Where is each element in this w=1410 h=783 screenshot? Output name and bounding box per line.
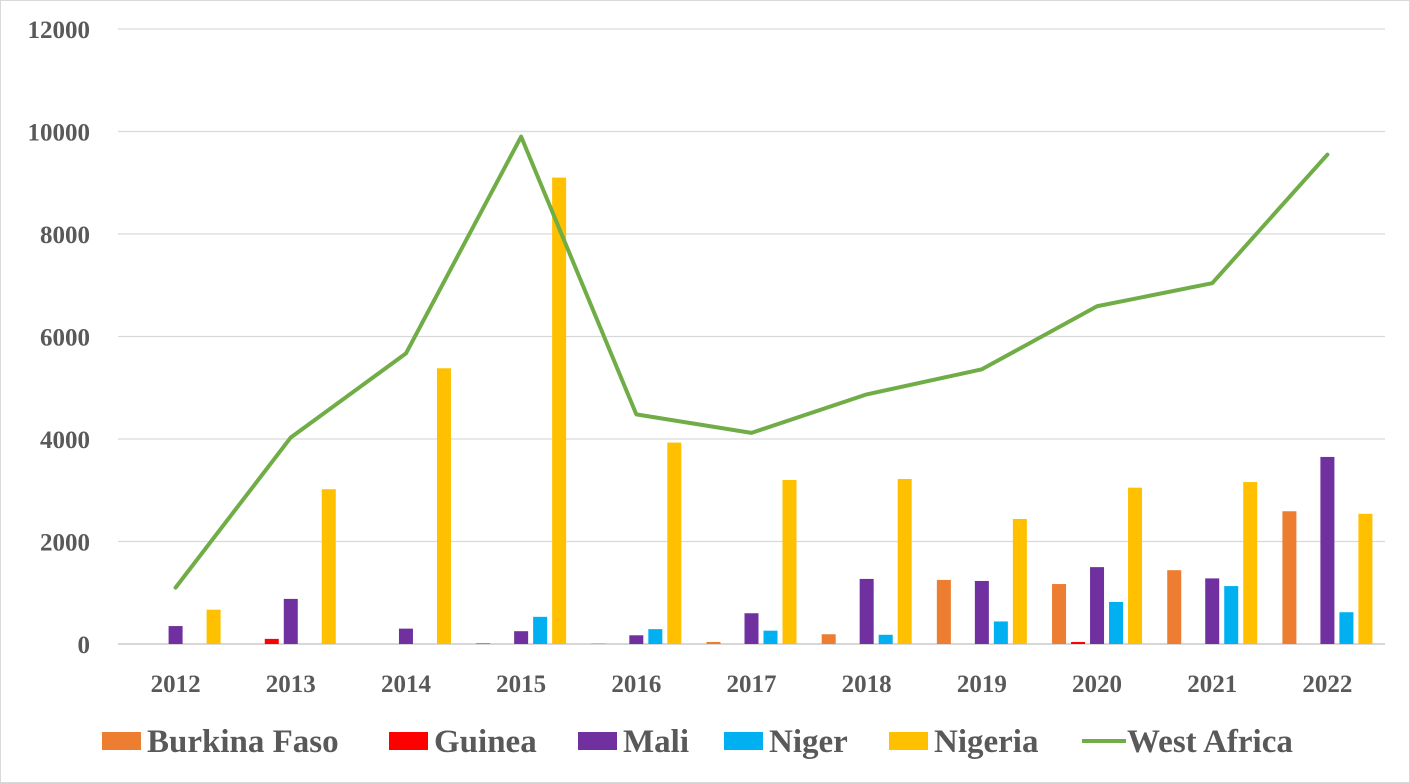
y-tick-label: 4000	[40, 427, 90, 454]
bar-nigeria-2021	[1243, 482, 1258, 644]
bar-burkina-faso-2017	[706, 641, 721, 644]
bar-nigeria-2022	[1358, 513, 1373, 644]
legend-label-nigeria: Nigeria	[934, 724, 1038, 760]
bar-niger-2015	[533, 616, 548, 644]
y-tick-label: 8000	[40, 222, 90, 249]
bar-niger-2016	[648, 629, 663, 644]
bar-mali-2014	[398, 628, 413, 644]
legend-swatch-guinea	[389, 732, 428, 750]
legend-label-niger: Niger	[769, 724, 848, 760]
y-tick-label: 2000	[40, 530, 90, 557]
x-tick-label: 2018	[842, 671, 892, 698]
legend-swatch-burkina-faso	[102, 732, 141, 750]
bar-niger-2018	[878, 634, 893, 644]
y-tick-label: 12000	[28, 17, 91, 44]
y-tick-label: 10000	[28, 120, 91, 147]
bar-guinea-2020	[1071, 641, 1086, 644]
bar-nigeria-2015	[552, 177, 567, 644]
legend-label-mali: Mali	[623, 724, 689, 760]
legend-swatch-niger	[724, 732, 763, 750]
bar-mali-2019	[974, 580, 989, 644]
bars	[168, 177, 1373, 644]
bar-burkina-faso-2021	[1167, 570, 1182, 644]
bar-niger-2019	[993, 621, 1008, 644]
bar-nigeria-2017	[782, 480, 797, 644]
y-tick-label: 0	[78, 632, 91, 659]
west-africa-line	[173, 134, 1330, 590]
bar-mali-2013	[283, 598, 298, 644]
bar-mali-2020	[1090, 567, 1105, 644]
grid-lines	[118, 28, 1385, 645]
x-axis-ticks: 2012 2013 2014 2015 2016 2017 2018 2019 2020 2021…	[151, 671, 1353, 698]
x-tick-label: 2019	[957, 671, 1007, 698]
bar-nigeria-2020	[1128, 487, 1143, 644]
bar-nigeria-2014	[436, 368, 451, 644]
y-tick-label: 6000	[40, 325, 90, 352]
x-tick-label: 2013	[266, 671, 316, 698]
x-tick-label: 2012	[151, 671, 201, 698]
x-tick-label: 2017	[727, 671, 777, 698]
bar-mali-2016	[629, 635, 644, 644]
x-tick-label: 2014	[381, 671, 432, 698]
bar-nigeria-2012	[206, 609, 221, 644]
bar-nigeria-2016	[667, 442, 682, 644]
legend-label-guinea: Guinea	[434, 724, 537, 760]
bar-guinea-2013	[264, 638, 279, 644]
bar-burkina-faso-2018	[821, 634, 836, 644]
bar-burkina-faso-2022	[1282, 511, 1297, 644]
bar-niger-2017	[763, 630, 778, 644]
x-tick-label: 2015	[496, 671, 546, 698]
line-west-africa	[173, 134, 1330, 590]
bar-niger-2021	[1224, 586, 1239, 644]
bar-nigeria-2019	[1012, 518, 1027, 644]
legend-swatch-nigeria	[889, 732, 928, 750]
bar-nigeria-2013	[321, 489, 336, 644]
bar-burkina-faso-2019	[936, 579, 951, 644]
y-axis-ticks: 0 2000 4000 6000 8000 10000 12000	[28, 17, 91, 659]
bar-nigeria-2018	[897, 478, 912, 644]
bar-mali-2017	[744, 613, 759, 644]
x-tick-label: 2021	[1187, 671, 1237, 698]
bar-mali-2012	[168, 626, 183, 644]
legend: Burkina Faso Guinea Mali Niger Nigeria West A…	[102, 724, 1293, 760]
bar-mali-2015	[514, 631, 529, 644]
bar-burkina-faso-2020	[1052, 584, 1067, 644]
bar-niger-2022	[1339, 612, 1354, 644]
x-tick-label: 2016	[611, 671, 661, 698]
x-tick-label: 2020	[1072, 671, 1122, 698]
x-tick-label: 2022	[1302, 671, 1352, 698]
bar-burkina-faso-2015	[476, 642, 491, 644]
bar-mali-2018	[859, 578, 874, 644]
bar-mali-2021	[1205, 578, 1220, 644]
legend-label-west-africa: West Africa	[1127, 724, 1293, 760]
legend-swatch-mali	[578, 732, 617, 750]
bar-mali-2022	[1320, 456, 1335, 644]
bar-niger-2020	[1109, 601, 1124, 644]
legend-label-burkina-faso: Burkina Faso	[147, 724, 339, 760]
bar-burkina-faso-2016	[591, 643, 606, 644]
